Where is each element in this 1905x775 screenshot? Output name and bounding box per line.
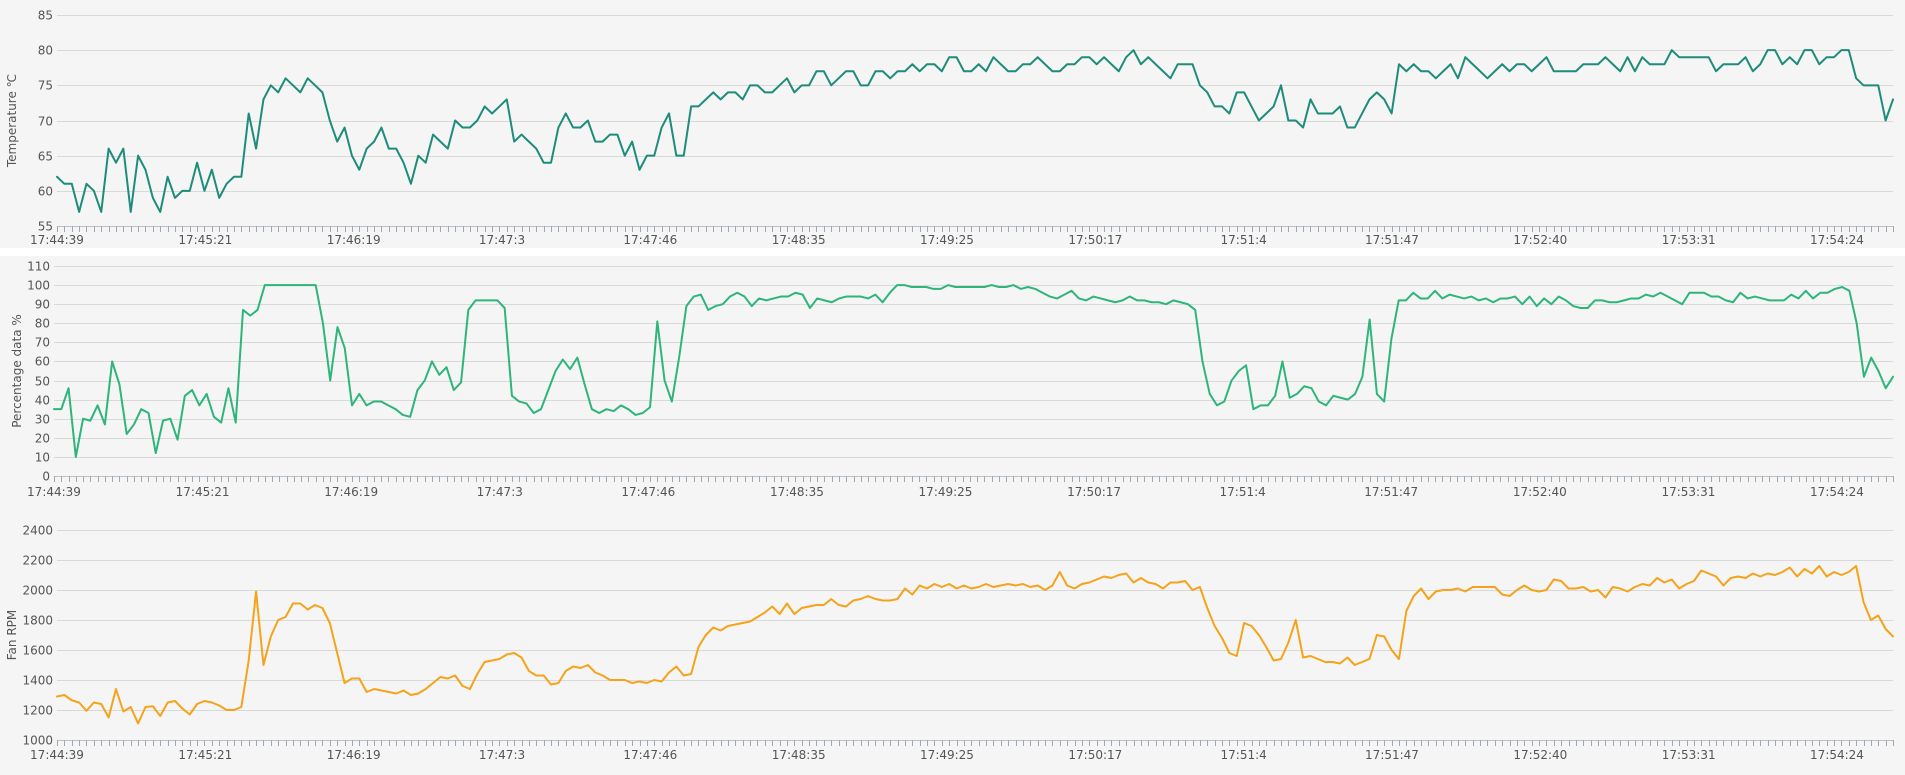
- percentage-ytick-label: 20: [35, 432, 50, 446]
- temperature-ytick-label: 60: [38, 185, 53, 199]
- temperature-xtick-label: 17:54:24: [1810, 233, 1864, 247]
- temperature-xtick-label: 17:53:31: [1662, 233, 1716, 247]
- percentage-xtick-label: 17:47:3: [477, 485, 523, 499]
- temperature-ytick-label: 75: [38, 79, 53, 93]
- percentage-series-line: [53, 284, 1894, 458]
- percentage-xtick-label: 17:48:35: [770, 485, 824, 499]
- fan-rpm-xtick-label: 17:47:3: [479, 748, 525, 762]
- temperature-xtick-label: 17:46:19: [327, 233, 381, 247]
- percentage-yaxis-title: Percentage data %: [10, 314, 24, 428]
- temperature-xtick-label: 17:52:40: [1513, 233, 1567, 247]
- percentage-ytick-label: 10: [35, 451, 50, 465]
- fan-rpm-chart: 1000 1200 1400 1600 1800 2000 2200 2400 17:44:39…: [5, 524, 1894, 762]
- percentage-xtick-label: 17:46:19: [324, 485, 378, 499]
- percentage-ytick-label: 90: [35, 298, 50, 312]
- fan-rpm-xtick-label: 17:44:39: [30, 748, 84, 762]
- percentage-xtick-label: 17:44:39: [27, 485, 81, 499]
- fan-rpm-ytick-label: 1200: [22, 704, 53, 718]
- percentage-ytick-label: 0: [42, 470, 50, 484]
- fan-rpm-xtick-label: 17:51:4: [1221, 748, 1267, 762]
- temperature-xtick-label: 17:47:46: [623, 233, 677, 247]
- temperature-chart: 55 60 65 70 75 80 85 17:44:39 17:45:21 17:46:19 17…: [5, 9, 1894, 247]
- temperature-ytick-label: 65: [38, 150, 53, 164]
- fan-rpm-xtick-label: 17:53:31: [1662, 748, 1716, 762]
- fan-rpm-yaxis-title: Fan RPM: [5, 610, 19, 661]
- percentage-chart-panel: 0 10 20 30 40 50 60 70 80 90 100 110 17:44:39 17:45:2…: [0, 256, 1905, 514]
- fan-rpm-xtick-label: 17:54:24: [1810, 748, 1864, 762]
- fan-rpm-ytick-label: 1600: [22, 644, 53, 658]
- temperature-ytick-label: 80: [38, 44, 53, 58]
- percentage-ytick-label: 30: [35, 413, 50, 427]
- fan-rpm-ytick-label: 2000: [22, 584, 53, 598]
- fan-rpm-xtick-label: 17:50:17: [1068, 748, 1122, 762]
- percentage-xtick-label: 17:51:47: [1364, 485, 1418, 499]
- temperature-ytick-label: 85: [38, 9, 53, 23]
- temperature-yaxis-title: Temperature ℃: [5, 74, 19, 168]
- temperature-ytick-label: 55: [38, 220, 53, 234]
- fan-rpm-xtick-label: 17:45:21: [178, 748, 232, 762]
- temperature-xtick-label: 17:48:35: [772, 233, 826, 247]
- fan-rpm-ytick-label: 1000: [22, 734, 53, 748]
- temperature-xtick-label: 17:45:21: [178, 233, 232, 247]
- temperature-xtick-label: 17:47:3: [479, 233, 525, 247]
- fan-rpm-xtick-label: 17:47:46: [623, 748, 677, 762]
- percentage-xtick-label: 17:51:4: [1220, 485, 1266, 499]
- panel-divider: [0, 248, 1905, 256]
- percentage-ytick-label: 100: [27, 279, 50, 293]
- temperature-ytick-label: 70: [38, 115, 53, 129]
- percentage-ytick-label: 80: [35, 317, 50, 331]
- fan-rpm-xtick-label: 17:51:47: [1365, 748, 1419, 762]
- temperature-xtick-label: 17:44:39: [30, 233, 84, 247]
- fan-rpm-ytick-label: 1400: [22, 674, 53, 688]
- percentage-ytick-label: 40: [35, 394, 50, 408]
- fan-rpm-series-line: [56, 565, 1894, 725]
- percentage-xtick-label: 17:52:40: [1513, 485, 1567, 499]
- percentage-xtick-label: 17:49:25: [919, 485, 973, 499]
- fan-rpm-ytick-label: 1800: [22, 614, 53, 628]
- percentage-xtick-label: 17:47:46: [621, 485, 675, 499]
- fan-rpm-chart-panel: 1000 1200 1400 1600 1800 2000 2200 2400 17:44:39…: [0, 516, 1905, 775]
- temperature-chart-panel: 55 60 65 70 75 80 85 17:44:39 17:45:21 17:46:19 17…: [0, 0, 1905, 248]
- temperature-series-line: [56, 49, 1894, 213]
- percentage-xtick-label: 17:54:24: [1810, 485, 1864, 499]
- percentage-chart: 0 10 20 30 40 50 60 70 80 90 100 110 17:44:39 17:45:2…: [10, 260, 1894, 499]
- fan-rpm-ytick-label: 2400: [22, 524, 53, 538]
- fan-rpm-xtick-label: 17:48:35: [772, 748, 826, 762]
- temperature-xtick-label: 17:51:4: [1221, 233, 1267, 247]
- percentage-ytick-label: 60: [35, 355, 50, 369]
- fan-rpm-xtick-label: 17:46:19: [327, 748, 381, 762]
- temperature-xtick-label: 17:49:25: [920, 233, 974, 247]
- temperature-xtick-label: 17:51:47: [1365, 233, 1419, 247]
- percentage-xtick-label: 17:53:31: [1661, 485, 1715, 499]
- percentage-ytick-label: 110: [27, 260, 50, 274]
- temperature-xtick-label: 17:50:17: [1068, 233, 1122, 247]
- percentage-ytick-label: 50: [35, 375, 50, 389]
- percentage-xtick-label: 17:45:21: [176, 485, 230, 499]
- fan-rpm-xtick-label: 17:52:40: [1513, 748, 1567, 762]
- fan-rpm-xtick-label: 17:49:25: [920, 748, 974, 762]
- fan-rpm-ytick-label: 2200: [22, 554, 53, 568]
- percentage-ytick-label: 70: [35, 336, 50, 350]
- percentage-xtick-label: 17:50:17: [1067, 485, 1121, 499]
